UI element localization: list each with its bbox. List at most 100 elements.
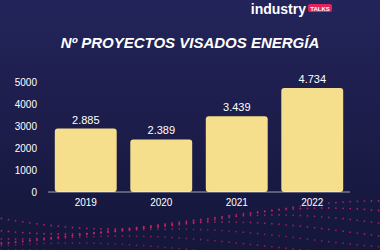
dot [72,235,74,237]
dot [79,236,81,238]
dot [271,234,273,236]
y-tick [40,126,43,127]
dot [335,202,337,204]
dot [356,200,358,202]
dot [136,235,138,237]
dot [299,215,301,217]
dot [257,233,259,235]
dot [29,240,31,242]
bar [206,116,268,192]
dot [356,244,358,246]
dot [214,221,216,223]
dot [250,222,252,224]
dot [1,218,3,220]
dot [335,242,337,244]
chart: industryTALKSNº PROYECTOS VISADOS ENERGÍ… [0,0,380,250]
x-axis-line [48,192,350,193]
dot [22,241,24,243]
dot [150,245,152,247]
dot [36,249,38,250]
dot [50,238,52,240]
dot [164,228,166,230]
dot [257,244,259,246]
dot [378,235,380,237]
dot [221,241,223,243]
dot [250,232,252,234]
dot [93,233,95,235]
dot [93,232,95,234]
dot [8,249,10,250]
dot [100,232,102,234]
dot [100,232,102,234]
dot [65,237,67,239]
dot [164,236,166,238]
dot [371,209,373,211]
dot [371,245,373,247]
dot [186,222,188,224]
dot [36,223,38,225]
dot [378,246,380,248]
dot [278,247,280,249]
dot [57,238,59,240]
dot [43,238,45,240]
dot [178,237,180,239]
dot [356,232,358,234]
dot [257,211,259,213]
dot [342,242,344,244]
dot [22,240,24,242]
dot [129,235,131,237]
dot [271,210,273,212]
dot [100,231,102,233]
dot [36,233,38,235]
dot [22,221,24,223]
dot [157,246,159,248]
x-tick-label: 2020 [150,197,173,208]
dot [299,249,301,250]
y-tick-label: 3000 [15,121,38,132]
dot [8,241,10,243]
dot [243,215,245,217]
dot [171,223,173,225]
logo-badge [308,4,332,12]
dot [107,228,109,230]
dot [15,231,17,233]
dot [50,225,52,227]
dot [193,222,195,224]
y-tick-label: 5000 [15,77,38,88]
dot [278,214,280,216]
dot [57,242,59,244]
dot [171,237,173,239]
dot [29,238,31,240]
dot [378,200,380,202]
dot [136,227,138,229]
dot [193,222,195,224]
dot [178,248,180,250]
dot [157,236,159,238]
dot [314,215,316,217]
dot [299,225,301,227]
dot [114,243,116,245]
dot [129,244,131,246]
y-tick-label: 0 [31,187,37,198]
dot [307,215,309,217]
dot [122,243,124,245]
dot [371,234,373,236]
dot [250,244,252,246]
dot [264,211,266,213]
dot [221,230,223,232]
x-tick-label: 2019 [75,197,98,208]
dot [207,221,209,223]
dot [15,242,17,244]
dot [200,229,202,231]
dot [178,223,180,225]
dot [200,222,202,224]
dot [107,235,109,237]
dot [72,237,74,239]
dot [79,234,81,236]
dot [143,235,145,237]
dot [65,242,67,244]
dot [136,227,138,229]
dot [15,220,17,222]
dot [100,228,102,230]
dot [72,235,74,237]
